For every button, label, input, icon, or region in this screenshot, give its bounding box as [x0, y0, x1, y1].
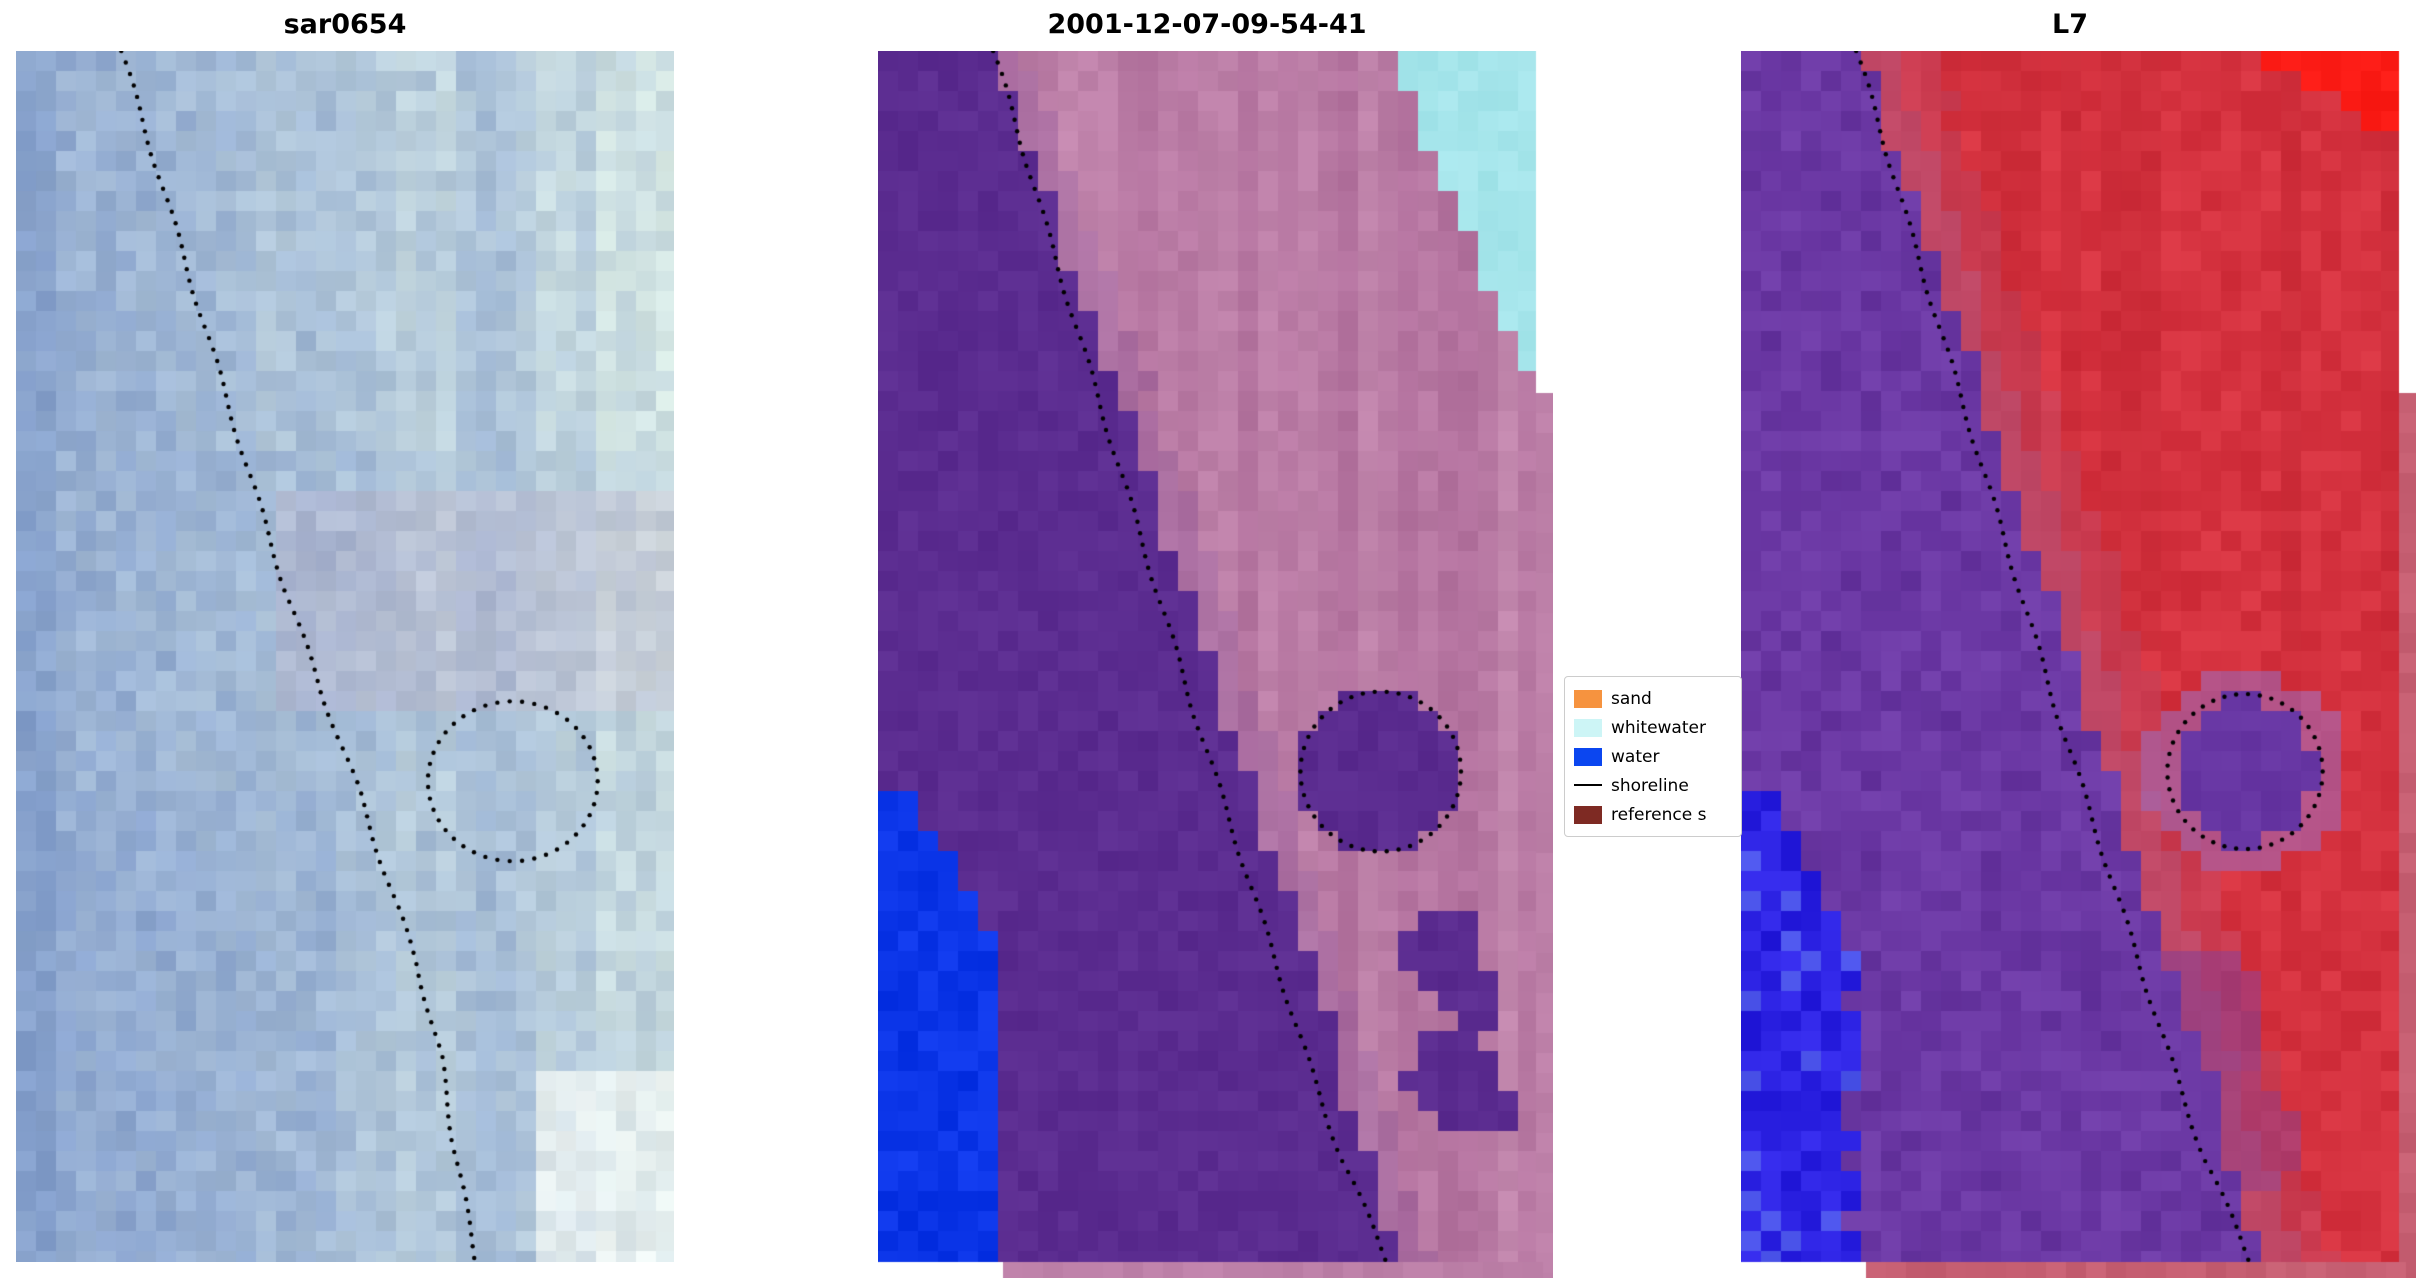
panel-title-l7: L7 [2052, 9, 2088, 40]
legend-label-water: water [1611, 746, 1660, 767]
legend-swatch-whitewater [1574, 718, 1602, 737]
panel-title-classified-date: 2001-12-07-09-54-41 [1047, 9, 1367, 40]
legend-label-reference-shoreline: reference s [1611, 804, 1707, 825]
legend-swatch-reference-shoreline [1574, 805, 1602, 824]
legend-label-whitewater: whitewater [1611, 717, 1706, 738]
legend-entry-shoreline: shoreline [1574, 771, 1732, 800]
legend-entry-reference-shoreline: reference s [1574, 800, 1732, 829]
legend-entry-water: water [1574, 742, 1732, 771]
panel-title-sar0654: sar0654 [283, 9, 407, 40]
legend-swatch-shoreline [1574, 776, 1602, 795]
legend-swatch-sand [1574, 689, 1602, 708]
legend-entry-whitewater: whitewater [1574, 713, 1732, 742]
classified-image-panel [878, 51, 1553, 1278]
legend-label-shoreline: shoreline [1611, 775, 1689, 796]
legend-entry-sand: sand [1574, 684, 1732, 713]
sar0654-image-panel [16, 51, 674, 1262]
legend-label-sand: sand [1611, 688, 1652, 709]
legend: sand whitewater water shoreline reference s [1564, 676, 1742, 837]
l7-image-panel [1741, 51, 2416, 1278]
legend-swatch-water [1574, 747, 1602, 766]
